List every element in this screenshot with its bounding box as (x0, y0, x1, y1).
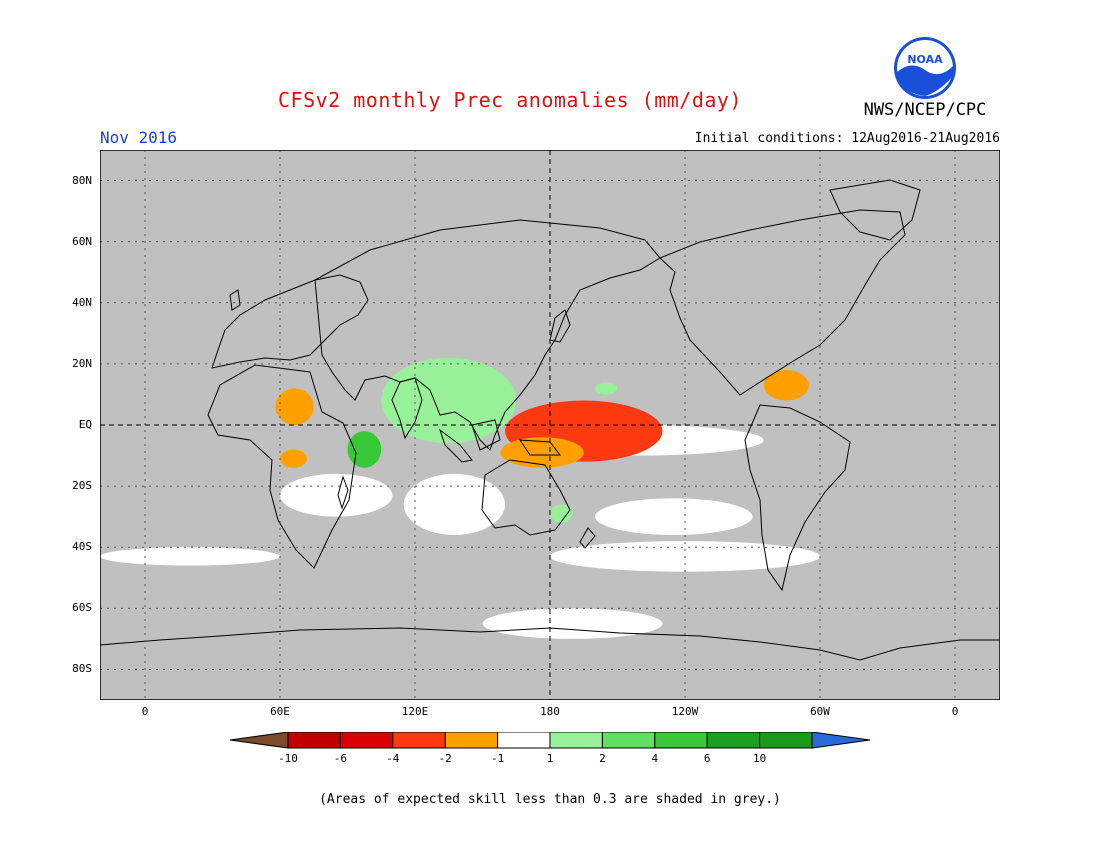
colorbar-box (549, 732, 603, 749)
lon-tick-label: 0 (951, 705, 959, 718)
colorbar-box (339, 732, 394, 749)
colorbar-box (392, 732, 446, 749)
coast-greenland (829, 179, 921, 241)
skill-note: (Areas of expected skill less than 0.3 a… (319, 792, 781, 807)
lon-tick-label: 180 (540, 705, 560, 718)
colorbar-box (654, 732, 708, 749)
lat-tick-label: 20S (72, 479, 92, 493)
lat-tick-label: 40N (72, 295, 92, 309)
lat-tick-label: 40S (72, 540, 92, 554)
colorbar-level-label: 4 (651, 752, 659, 765)
anomaly-australia-white (403, 473, 505, 535)
anomaly-south-indian-dry (280, 449, 307, 468)
coast-africa (207, 364, 357, 569)
anomaly-central-pacific-dry-edge (500, 437, 584, 468)
coast-new-guinea (519, 439, 562, 456)
anomaly-caribbean-dry (763, 370, 809, 401)
chart-title: CFSv2 monthly Prec anomalies (mm/day) (277, 88, 743, 112)
agency-label: NWS/NCEP/CPC (863, 100, 987, 120)
zero-lines (100, 150, 1000, 700)
lon-tick-label: 0 (141, 705, 149, 718)
coast-europe (211, 274, 369, 369)
coast-india (391, 377, 423, 440)
lat-tick-label: 60S (72, 601, 92, 615)
svg-text:NOAA: NOAA (907, 53, 943, 66)
colorbar-level-label: 2 (599, 752, 606, 765)
anomaly-south-pacific-white (595, 498, 753, 535)
colorbar-box (759, 732, 813, 749)
colorbar-arrow-low (230, 732, 289, 749)
colorbar-box (287, 732, 341, 749)
lon-tick-label: 120W (671, 705, 699, 718)
lon-tick-label: 60W (810, 705, 830, 718)
anomaly-arabian-sea-dry-edge (275, 388, 314, 425)
coast-north-america (659, 209, 906, 396)
colorbar-level-label: 10 (752, 752, 767, 765)
anomaly-map (100, 150, 1000, 700)
coast-antarctica (100, 627, 1000, 661)
colorbar-level-label: -10 (278, 752, 298, 765)
coast-japan (549, 309, 571, 343)
colorbar-level-label: -6 (333, 752, 348, 765)
colorbar (230, 732, 870, 749)
colorbar-level-label: -1 (490, 752, 505, 765)
anomaly-east-pacific-wet (595, 382, 618, 395)
coast-new-zealand (579, 527, 596, 549)
noaa-logo: NOAA (894, 37, 956, 99)
anomaly-southern-ocean-white-3 (482, 608, 663, 639)
colorbar-box (601, 732, 656, 749)
anomaly-south-pacific-wet (550, 504, 573, 523)
colorbar-box (497, 732, 551, 749)
colorbar-level-label: 6 (703, 752, 711, 765)
coast-borneo (471, 419, 501, 451)
colorbar-box (706, 732, 761, 749)
anomaly-indian-ocean-white (280, 473, 393, 517)
colorbar-level-label: -2 (438, 752, 452, 765)
colorbar-level-label: -4 (386, 752, 400, 765)
coast-uk (229, 289, 241, 311)
colorbar-level-label: 1 (546, 752, 554, 765)
initial-conditions: Initial conditions: 12Aug2016-21Aug2016 (694, 131, 1000, 146)
coast-australia (481, 459, 571, 536)
anomaly-southern-ocean-white-1 (100, 547, 280, 566)
anomaly-eastern-indian-wet (347, 431, 382, 468)
colorbar-arrow-high (811, 732, 870, 749)
forecast-month: Nov 2016 (100, 128, 178, 147)
lat-tick-label: 20N (72, 356, 92, 370)
lon-tick-label: 60E (270, 705, 290, 718)
anomaly-maritime-continent-wet-light (381, 357, 517, 444)
coast-south-america (744, 404, 851, 592)
lat-tick-label: EQ (78, 418, 92, 431)
lat-tick-label: 60N (72, 234, 92, 248)
lat-tick-label: 80S (72, 662, 92, 676)
colorbar-box (444, 732, 499, 749)
lat-tick-label: 80N (72, 173, 92, 187)
coast-asia (314, 219, 661, 451)
coast-sumatra (439, 428, 473, 463)
lon-tick-label: 120E (401, 705, 429, 718)
